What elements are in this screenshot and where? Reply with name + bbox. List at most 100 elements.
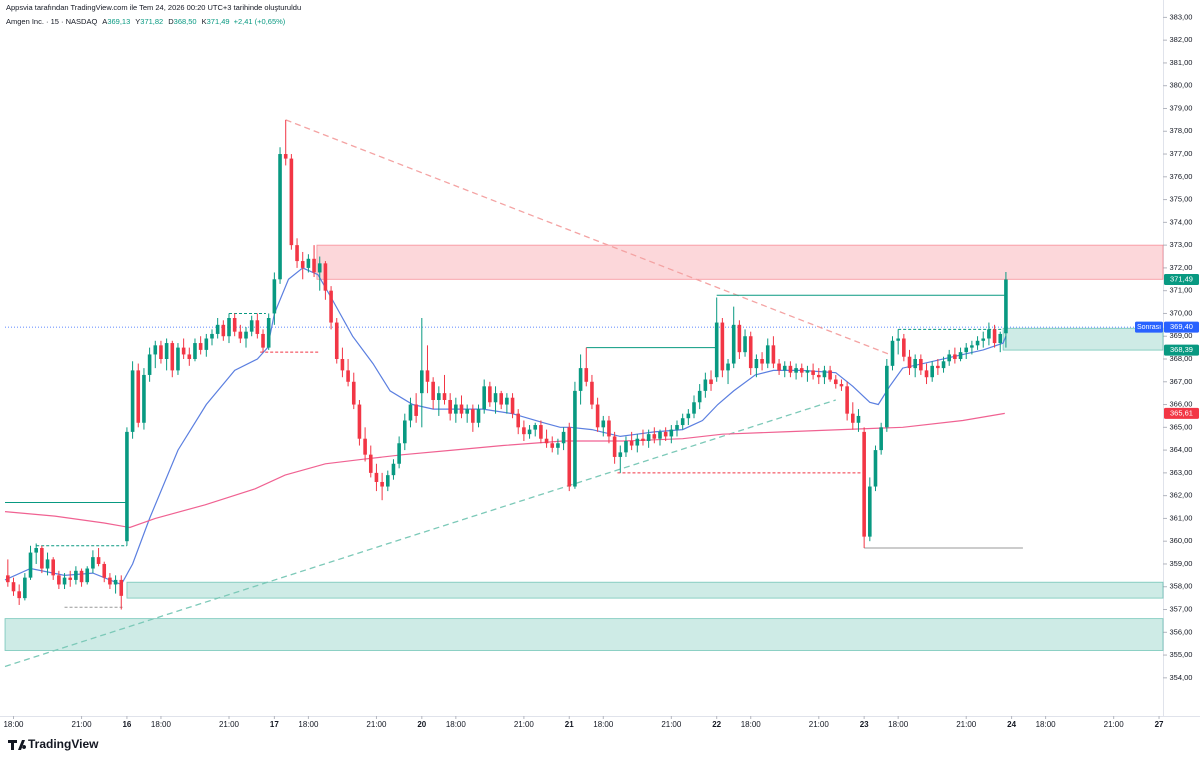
candle-body <box>425 370 430 382</box>
y-tick-label: 375,00 <box>1170 195 1193 204</box>
legend-key: A <box>102 17 107 26</box>
candle-body <box>590 381 594 405</box>
candle-body <box>74 570 78 580</box>
candle-body <box>777 363 781 371</box>
candle-body <box>873 450 878 487</box>
candle-body <box>975 340 980 346</box>
candle-body <box>760 359 764 364</box>
y-tick-label: 359,00 <box>1170 559 1193 568</box>
candle-body <box>255 320 260 334</box>
candle-body <box>828 370 832 380</box>
candle-body <box>573 390 577 487</box>
y-tick-label: 368,00 <box>1170 354 1193 363</box>
candle-body <box>833 379 838 385</box>
x-tick-label: 27 <box>1155 720 1164 729</box>
candle-body <box>782 365 787 371</box>
header: Appsvia tarafından TradingView.com ile T… <box>6 3 301 12</box>
legend-key: D <box>168 17 174 26</box>
candle-body <box>437 393 441 400</box>
candle-body <box>618 452 623 457</box>
legend-change: +2,41 (+0,65%) <box>234 17 286 26</box>
price-marker-tag-label: Sonrası <box>1137 324 1161 331</box>
candle-body <box>368 454 373 473</box>
candle-body <box>947 354 952 362</box>
y-tick-label: 378,00 <box>1170 126 1193 135</box>
candle-body <box>958 352 963 359</box>
candle-body <box>556 443 560 448</box>
candle-body <box>232 318 237 332</box>
x-tick-label: 21:00 <box>514 720 535 729</box>
candle-body <box>737 324 742 353</box>
candle-body <box>283 154 288 159</box>
candle-body <box>334 322 339 359</box>
candle-body <box>635 438 640 446</box>
candle-body <box>96 557 101 564</box>
x-tick-label: 21:00 <box>956 720 977 729</box>
candle-body <box>845 386 849 414</box>
candle-body <box>516 413 521 428</box>
x-tick-label: 18:00 <box>1036 720 1057 729</box>
candle-body <box>204 338 209 350</box>
candle-body <box>471 409 475 423</box>
x-tick-label: 18:00 <box>741 720 762 729</box>
candle-body <box>601 420 606 428</box>
candle-body <box>913 359 917 369</box>
candle-body <box>351 381 356 405</box>
x-tick-label: 21:00 <box>1104 720 1125 729</box>
candle-body <box>748 336 753 369</box>
x-tick-label: 21:00 <box>72 720 93 729</box>
y-tick-label: 355,00 <box>1170 650 1193 659</box>
candle-body <box>164 343 169 359</box>
candle-body <box>221 324 226 337</box>
candle-body <box>941 361 946 369</box>
candle-body <box>731 324 736 364</box>
candle-body <box>505 397 509 405</box>
x-tick-label: 16 <box>122 720 131 729</box>
candle-body <box>215 324 220 334</box>
candle-body <box>289 158 294 246</box>
legend-symbol: Amgen Inc. · 15 · NASDAQ <box>6 17 97 26</box>
logo-text: TradingView <box>28 737 99 751</box>
candle-body <box>981 338 986 341</box>
candle-body <box>51 559 56 576</box>
candle-body <box>652 434 657 439</box>
candle-body <box>476 409 481 423</box>
x-tick-label: 18:00 <box>888 720 909 729</box>
price-marker <box>1164 274 1199 286</box>
candle-body <box>868 486 872 537</box>
candle-body <box>420 370 424 394</box>
candle-body <box>697 390 702 403</box>
candle-body <box>238 331 243 339</box>
y-tick-label: 357,00 <box>1170 605 1193 614</box>
candle-body <box>539 425 543 439</box>
candle-body <box>431 381 435 400</box>
candle-body <box>686 413 691 419</box>
candle-body <box>340 359 345 371</box>
y-tick-label: 358,00 <box>1170 582 1193 591</box>
y-tick-label: 371,00 <box>1170 286 1193 295</box>
candle-body <box>788 365 793 373</box>
candle-body <box>159 345 163 359</box>
candle-body <box>278 154 282 280</box>
candle-body <box>34 548 38 553</box>
y-tick-label: 377,00 <box>1170 149 1193 158</box>
candle-body <box>924 370 929 378</box>
candle-body <box>765 345 770 364</box>
candle-body <box>856 415 861 423</box>
legend-value: 371,49 <box>207 17 230 26</box>
candle-body <box>885 365 889 428</box>
candle-body <box>936 365 940 369</box>
y-tick-label: 363,00 <box>1170 468 1193 477</box>
candle-body <box>108 577 112 585</box>
candle-body <box>544 438 549 444</box>
zone <box>1002 327 1164 351</box>
candle-body <box>663 431 668 437</box>
y-tick-label: 362,00 <box>1170 491 1193 500</box>
legend-value: 368,50 <box>174 17 197 26</box>
candle-body <box>153 345 158 355</box>
candle-body <box>714 322 719 378</box>
x-tick-label: 18:00 <box>298 720 319 729</box>
legend-key: K <box>202 17 207 26</box>
price-marker-label: 368,39 <box>1170 345 1193 354</box>
